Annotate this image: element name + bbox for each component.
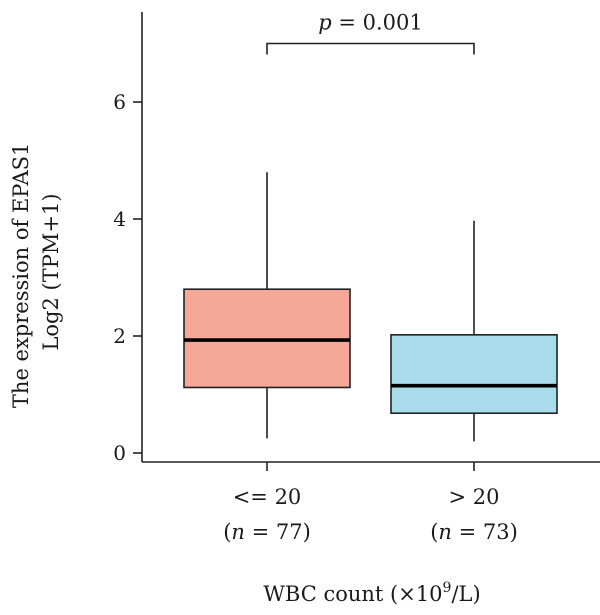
x-tick-n-label: (n = 73) [430, 520, 518, 544]
y-tick-label: 6 [113, 90, 126, 114]
x-axis-title-tail: /L) [451, 582, 480, 606]
box-group [390, 220, 558, 442]
x-axis-title-sup: 9 [443, 580, 452, 596]
y-tick-label: 4 [113, 207, 126, 231]
y-axis-title: The expression of EPAS1 Log2 (TPM+1) [9, 136, 63, 408]
x-tick-n-label: (n = 77) [223, 520, 311, 544]
x-axis-title: WBC count (×109/L) [263, 580, 480, 606]
box-group [183, 172, 351, 439]
y-axis-title-line2: Log2 (TPM+1) [39, 193, 63, 350]
boxes [183, 172, 558, 442]
significance-bracket [266, 42, 475, 55]
y-axis-title-line1: The expression of EPAS1 [9, 143, 33, 408]
y-tick-label: 0 [113, 441, 126, 465]
x-axis-title-main: WBC count (×10 [263, 582, 442, 606]
box-iqr [390, 334, 558, 415]
p-value-label: p = 0.001 [318, 11, 423, 35]
x-tick-label: <= 20 [233, 485, 302, 509]
x-tick-label: > 20 [449, 485, 500, 509]
significance-annotation: p = 0.001 [266, 11, 475, 55]
y-tick-label: 2 [113, 324, 126, 348]
axes: 0 2 4 6 <= 20 (n = 77) > 20 (n = 73) [113, 12, 600, 544]
